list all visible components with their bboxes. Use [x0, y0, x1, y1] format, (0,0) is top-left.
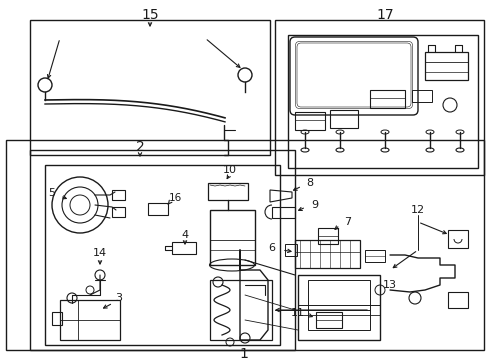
Bar: [329, 110, 357, 128]
Bar: [307, 280, 369, 330]
Bar: [294, 112, 325, 130]
Bar: [287, 35, 477, 168]
Text: 10: 10: [223, 165, 237, 175]
Bar: [285, 244, 296, 256]
Bar: [112, 207, 125, 217]
Text: 6: 6: [268, 243, 275, 253]
Text: 2: 2: [135, 140, 144, 154]
Bar: [52, 312, 62, 325]
Bar: [294, 240, 359, 268]
Bar: [148, 203, 168, 215]
Bar: [45, 165, 280, 345]
Text: 13: 13: [382, 280, 396, 290]
Bar: [447, 230, 467, 248]
Bar: [447, 292, 467, 308]
Text: 3: 3: [115, 293, 122, 303]
Text: 17: 17: [375, 8, 393, 22]
Bar: [209, 280, 271, 340]
Text: 4: 4: [181, 230, 188, 240]
Text: 15: 15: [141, 8, 159, 22]
Text: 1: 1: [239, 347, 248, 360]
Bar: [30, 20, 269, 155]
Text: 11: 11: [290, 308, 305, 318]
Text: 16: 16: [168, 193, 181, 203]
Bar: [172, 242, 196, 254]
Bar: [364, 250, 384, 262]
Bar: [315, 312, 341, 328]
Bar: [297, 275, 379, 340]
Bar: [112, 190, 125, 200]
Text: 14: 14: [93, 248, 107, 258]
Text: 5: 5: [48, 188, 55, 198]
Bar: [271, 207, 294, 218]
Bar: [30, 150, 294, 350]
Bar: [6, 140, 483, 350]
Bar: [411, 90, 431, 102]
Bar: [207, 183, 247, 200]
Text: 7: 7: [344, 217, 351, 227]
Bar: [60, 300, 120, 340]
Text: 9: 9: [311, 200, 318, 210]
Text: 12: 12: [410, 205, 424, 215]
Bar: [209, 210, 254, 265]
Bar: [274, 20, 483, 175]
Bar: [424, 52, 467, 80]
Text: 8: 8: [306, 178, 313, 188]
Bar: [317, 228, 337, 244]
Bar: [369, 90, 404, 108]
